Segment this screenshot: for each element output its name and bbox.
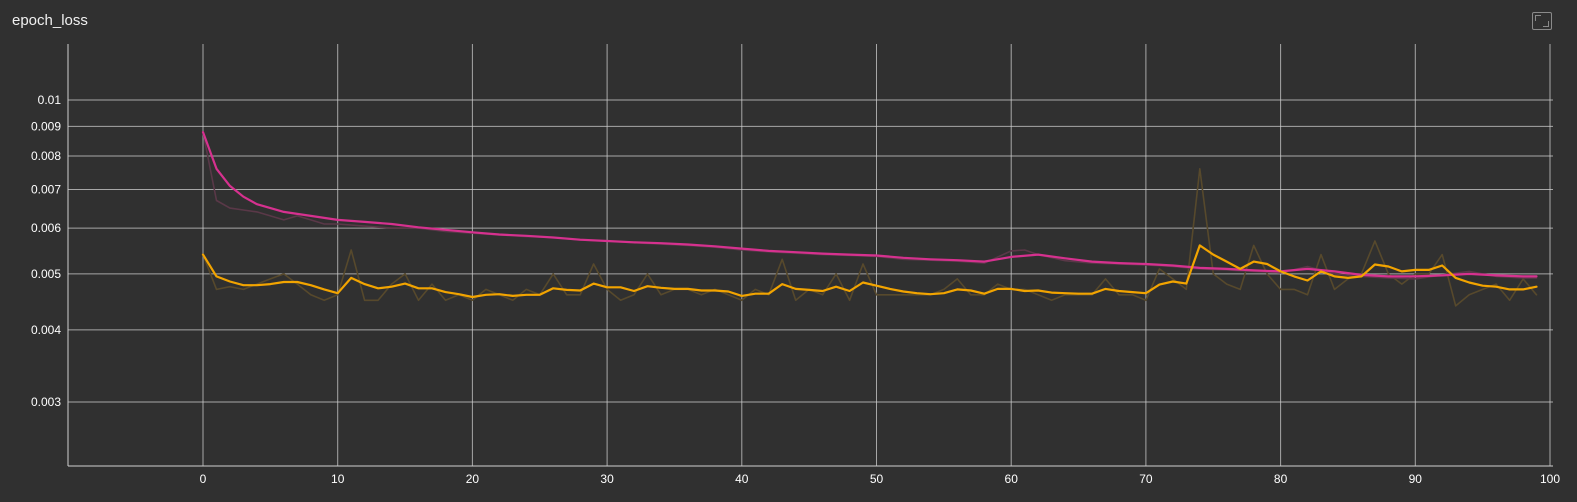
y-tick-label: 0.006 — [31, 221, 61, 235]
y-tick-label: 0.007 — [31, 182, 61, 196]
y-tick-label: 0.008 — [31, 149, 61, 163]
x-tick-label: 50 — [870, 472, 884, 486]
x-tick-label: 10 — [331, 472, 345, 486]
y-tick-label: 0.01 — [38, 93, 62, 107]
x-tick-label: 40 — [735, 472, 749, 486]
x-tick-label: 70 — [1139, 472, 1153, 486]
x-tick-label: 100 — [1540, 472, 1560, 486]
series-line-magenta-raw — [202, 131, 1538, 280]
y-tick-label: 0.005 — [31, 267, 61, 281]
chart-title: epoch_loss — [12, 12, 88, 29]
x-tick-label: 20 — [466, 472, 480, 486]
y-tick-label: 0.003 — [31, 395, 61, 409]
y-tick-label: 0.004 — [31, 323, 61, 337]
fullscreen-icon[interactable] — [1532, 12, 1552, 30]
x-tick-label: 80 — [1274, 472, 1288, 486]
x-tick-label: 90 — [1409, 472, 1423, 486]
series-line-orange-smoothed — [201, 244, 1538, 299]
x-tick-label: 30 — [600, 472, 614, 486]
x-tick-label: 0 — [200, 472, 207, 486]
series-line-magenta-smoothed — [201, 131, 1538, 278]
y-tick-label: 0.009 — [31, 119, 61, 133]
x-tick-label: 60 — [1005, 472, 1019, 486]
